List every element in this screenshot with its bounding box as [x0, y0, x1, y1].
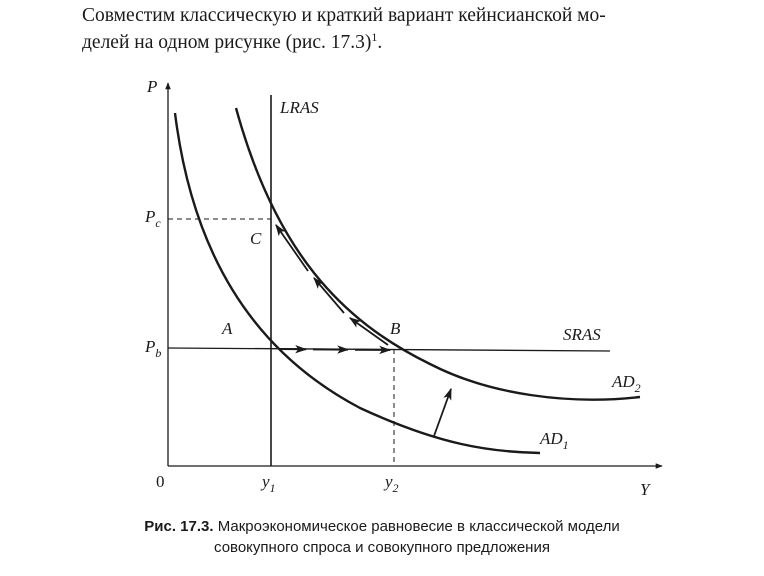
demand-shift-arrow — [433, 387, 452, 437]
ad1-curve — [173, 112, 541, 455]
ad1-label: AD1 — [539, 429, 569, 452]
shift-arrow-5 — [313, 277, 345, 314]
point-b-label: B — [390, 319, 401, 338]
origin-label: 0 — [156, 472, 165, 491]
pb-label: Pb — [144, 337, 161, 360]
lras-label: LRAS — [279, 98, 319, 117]
pc-label: Pc — [144, 207, 161, 230]
y-axis-label: P — [146, 77, 157, 96]
y2-label: y2 — [383, 472, 399, 495]
paragraph-line-1: Совместим классическую и краткий вариант… — [82, 5, 606, 26]
caption-label: Рис. 17.3. — [144, 518, 214, 535]
equilibrium-figure: P Y 0 Pc Pb y1 y2 LRAS SRAS AD1 AD2 A B … — [144, 77, 663, 499]
footnote-marker: 1 — [371, 30, 378, 44]
shift-arrow-6 — [275, 224, 309, 272]
shift-arrow-4 — [349, 317, 389, 346]
paragraph-line-2-end: . — [377, 32, 383, 53]
y1-label: y1 — [260, 472, 276, 495]
caption-line-1: Макроэкономическое равновесие в классиче… — [217, 518, 620, 535]
paragraph-line-2: делей на одном рисунке (рис. 17.3) — [82, 32, 372, 53]
point-c-label: C — [250, 229, 262, 248]
ad2-label: AD2 — [611, 372, 641, 395]
point-a-label: A — [221, 319, 233, 338]
caption-line-2: совокупного спроса и совокупного предлож… — [214, 539, 550, 556]
sras-label: SRAS — [563, 325, 601, 344]
ad2-curve — [234, 107, 641, 401]
figure-caption: Рис. 17.3. Макроэкономическое равновесие… — [0, 516, 764, 558]
x-axis-label: Y — [640, 480, 651, 499]
body-paragraph: Совместим классическую и краткий вариант… — [82, 2, 722, 56]
